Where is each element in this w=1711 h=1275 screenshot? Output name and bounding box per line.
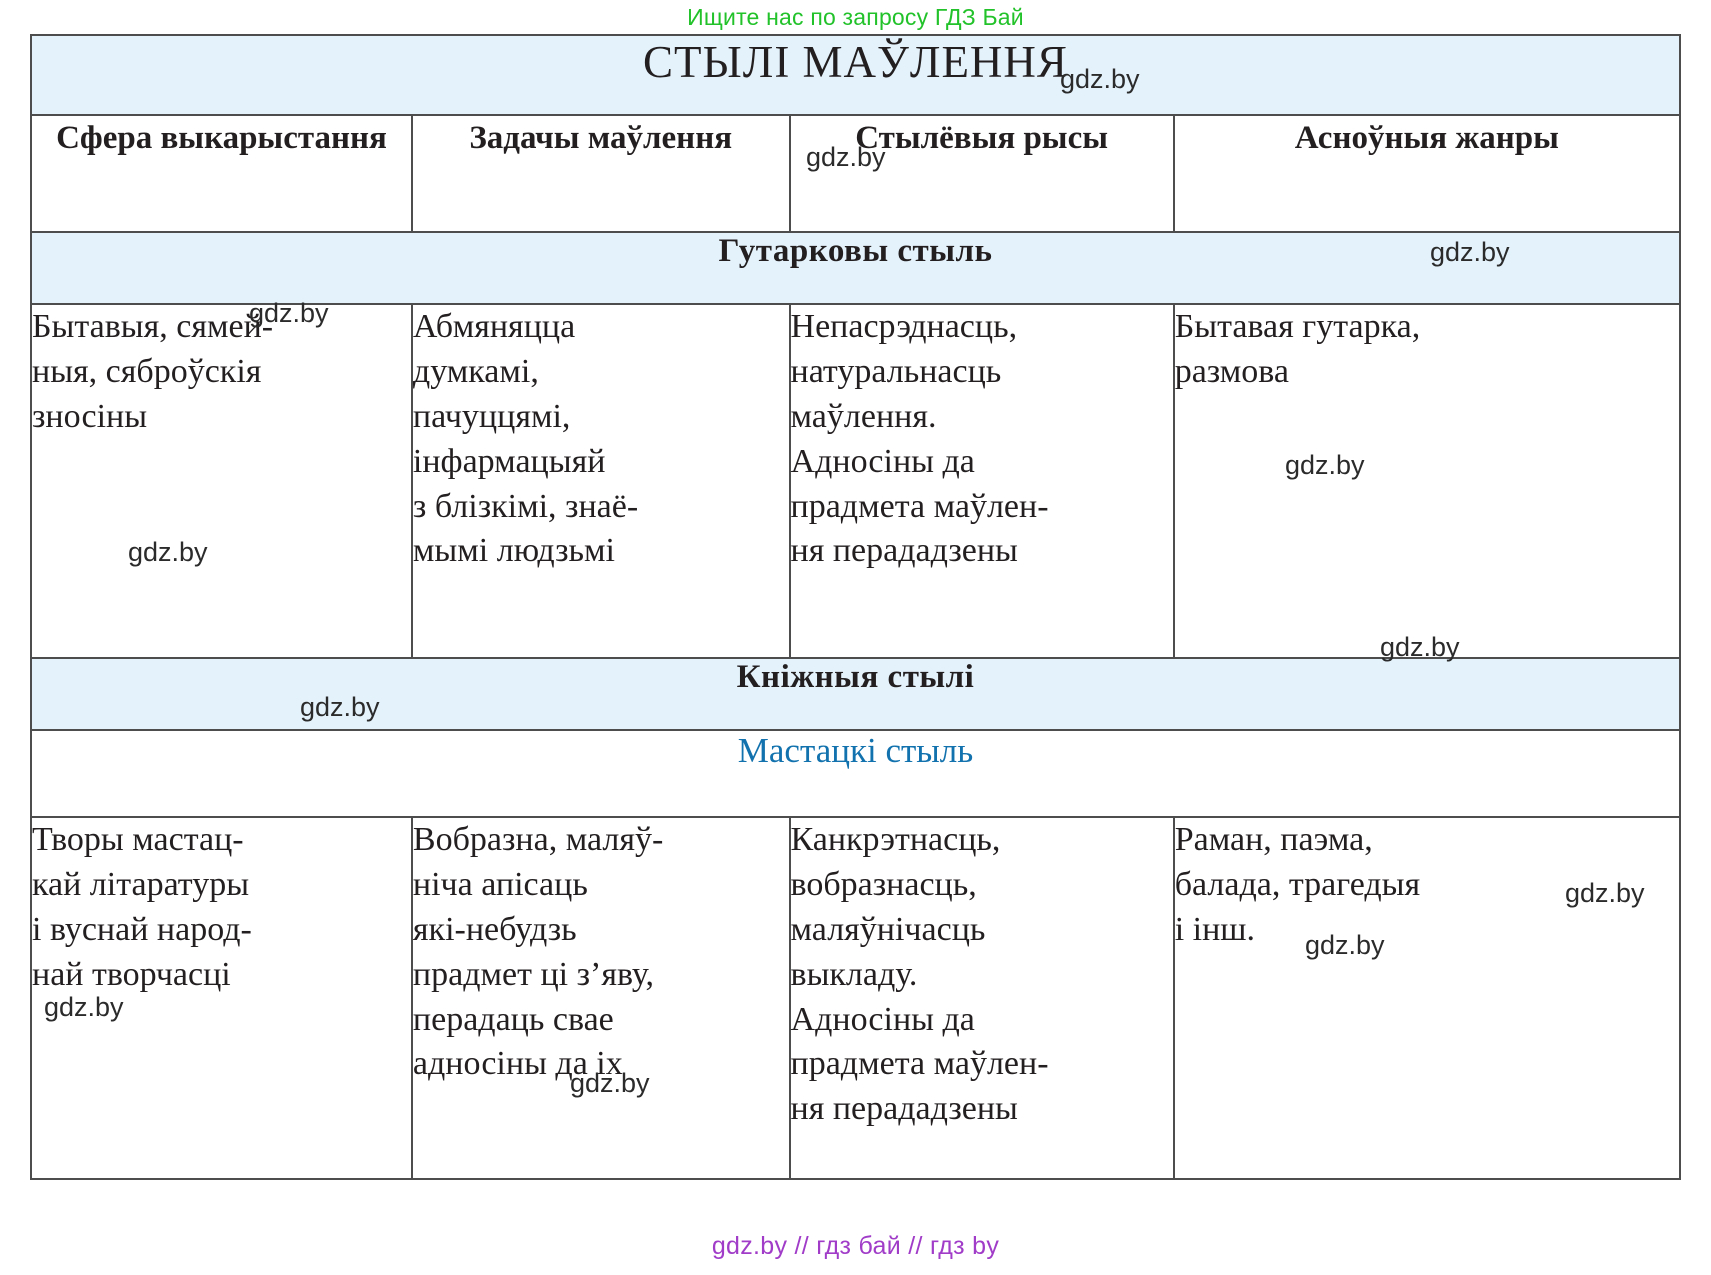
section-title: Гутарковы стыль [718,233,993,269]
promo-text: Ищите нас по запросу ГДЗ Бай [687,3,1024,30]
section-title: Кніжныя стылі [736,659,975,695]
cell-text: Бытавыя, сямей- ныя, сяброўскія зносіны [32,308,274,435]
substyle-title-cell: Мастацкі стыль [30,729,1681,818]
section-row-conversational: Гутарковы стыль [30,231,1681,305]
column-header-label: Задачы маўлення [469,120,733,156]
cell-genres: Раман, паэма, балада, трагедыя і інш. [1172,816,1682,1180]
cell-sphere: Бытавыя, сямей- ныя, сяброўскія зносіны [30,303,413,659]
cell-tasks: Абмяняцца думкамі, пачуццямі, інфармацыя… [410,303,791,659]
cell-text: Канкрэтнасць, вобразнасць, маляўнічасць … [790,821,1049,1128]
section-row-bookish: Кніжныя стылі [30,657,1681,731]
column-header-genres: Асноўныя жанры [1172,114,1682,233]
substyle-title: Мастацкі стыль [737,731,974,770]
cell-text: Творы мастац- кай літаратуры і вуснай на… [32,821,252,993]
table-header-row: Сфера выкарыстання Задачы маўлення Стылё… [30,114,1682,233]
column-header-label: Асноўныя жанры [1294,120,1559,156]
styles-table-container: СТЫЛІ МАЎЛЕННЯ Сфера выкарыстання Задачы… [30,34,1682,1180]
cell-tasks: Вобразна, маляў- ніча апісаць які-небудз… [410,816,791,1180]
cell-text: Абмяняцца думкамі, пачуццямі, інфармацыя… [412,308,639,570]
table-title-cell: СТЫЛІ МАЎЛЕННЯ [30,34,1681,116]
cell-text: Раман, паэма, балада, трагедыя і інш. [1174,821,1421,948]
table-row: Творы мастац- кай літаратуры і вуснай на… [30,816,1682,1180]
cell-text: Бытавая гутарка, размова [1174,308,1421,390]
column-header-tasks: Задачы маўлення [410,114,791,233]
column-header-sphere: Сфера выкарыстання [30,114,413,233]
page-title: СТЫЛІ МАЎЛЕННЯ [643,37,1068,87]
column-header-label: Сфера выкарыстання [56,120,387,156]
speech-styles-table: СТЫЛІ МАЎЛЕННЯ Сфера выкарыстання Задачы… [30,34,1682,1180]
column-header-features: Стылёвыя рысы [788,114,1175,233]
section-title-cell: Гутарковы стыль [30,231,1681,305]
cell-sphere: Творы мастац- кай літаратуры і вуснай на… [30,816,413,1180]
cell-text: Непасрэднасць, натуральнасць маўлення. А… [790,308,1049,570]
cell-features: Канкрэтнасць, вобразнасць, маляўнічасць … [788,816,1175,1180]
table-row: Бытавыя, сямей- ныя, сяброўскія зносіны … [30,303,1682,659]
cell-genres: Бытавая гутарка, размова [1172,303,1682,659]
section-title-cell: Кніжныя стылі [30,657,1681,731]
substyle-row-artistic: Мастацкі стыль [30,729,1681,818]
cell-features: Непасрэднасць, натуральнасць маўлення. А… [788,303,1175,659]
column-header-label: Стылёвыя рысы [855,120,1108,156]
footer-text: gdz.by // гдз бай // гдз by [711,1232,1000,1260]
footer-bar: gdz.by // гдз бай // гдз by [0,1232,1711,1261]
table-title-row: СТЫЛІ МАЎЛЕННЯ [30,34,1681,116]
cell-text: Вобразна, маляў- ніча апісаць які-небудз… [412,821,664,1083]
promo-bar: Ищите нас по запросу ГДЗ Бай [0,0,1711,34]
